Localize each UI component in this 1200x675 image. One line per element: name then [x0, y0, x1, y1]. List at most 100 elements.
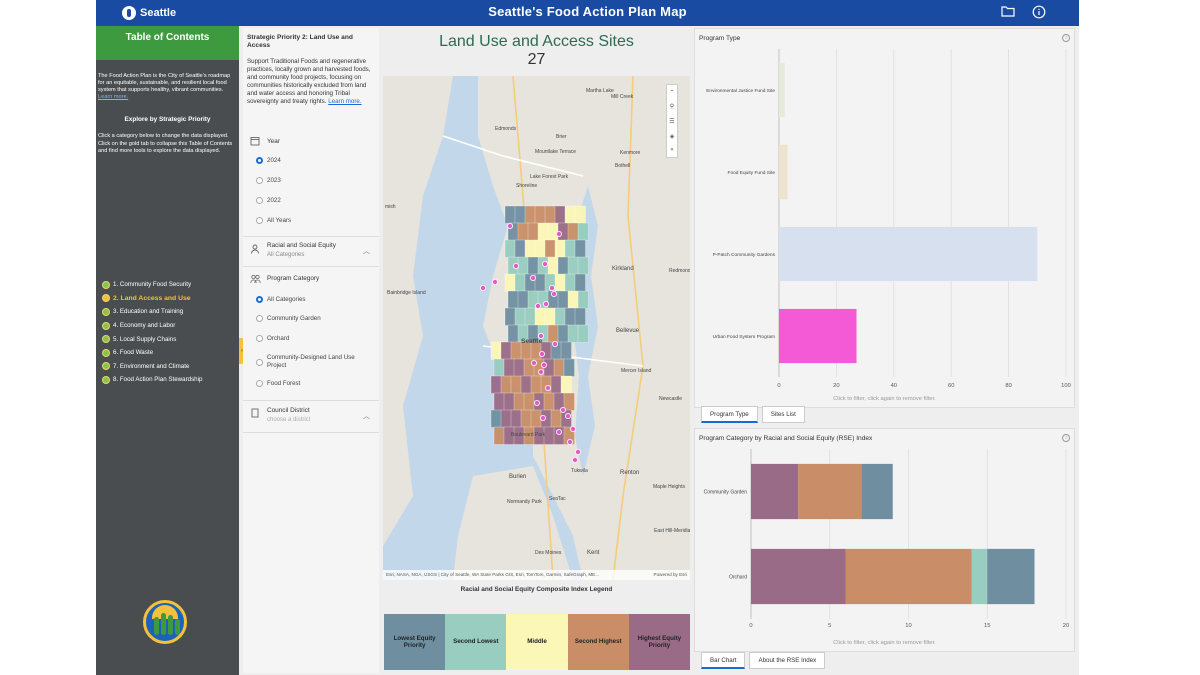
map-title: Land Use and Access Sites: [439, 33, 634, 50]
council-district-select[interactable]: choose a district: [267, 417, 311, 423]
toc-item-label: 8. Food Action Plan Stewardship: [113, 376, 203, 384]
collapse-toc-tab[interactable]: ‹: [239, 338, 245, 364]
site-marker: [574, 448, 581, 455]
program-category-option[interactable]: Community Garden: [256, 315, 321, 322]
x-tick-label: 5: [828, 623, 831, 629]
x-tick-label: 10: [905, 623, 911, 629]
toc-item-5[interactable]: 5. Local Supply Chains: [102, 332, 202, 346]
toc-title: Table of Contents: [96, 26, 239, 60]
radio-button[interactable]: [256, 315, 263, 322]
legend-item-4: Second Highest: [567, 614, 629, 670]
site-marker: [542, 300, 549, 307]
legend-item-5: Highest Equity Priority: [628, 614, 691, 670]
list-icon[interactable]: ☰: [669, 118, 675, 125]
document-icon: [250, 408, 260, 418]
rse-chart-title: Program Category by Racial and Social Eq…: [699, 435, 873, 442]
radio-button[interactable]: [256, 296, 263, 303]
site-marker: [529, 274, 536, 281]
rse-chart-tabs: Bar Chart About the RSE Index: [701, 652, 826, 669]
year-option[interactable]: 2023: [256, 177, 281, 184]
rse-stacked-chart[interactable]: 0 5 10 15 20 Community Garden Orchard: [695, 443, 1076, 639]
program-category-option[interactable]: Community-Designed Land Use Project: [256, 354, 367, 370]
place-label: Kent: [587, 550, 600, 556]
site-marker: [555, 428, 562, 435]
radio-button[interactable]: [256, 358, 263, 366]
program-category-option[interactable]: Orchard: [256, 335, 289, 342]
filter-panel: Strategic Priority 2: Land Use and Acces…: [243, 28, 379, 673]
tab-program-type[interactable]: Program Type: [701, 406, 758, 423]
toc-item-8[interactable]: 8. Food Action Plan Stewardship: [102, 373, 202, 387]
toc-item-6[interactable]: 6. Food Waste: [102, 346, 202, 360]
radio-button[interactable]: [256, 217, 263, 224]
collapse-icon[interactable]: «: [670, 147, 674, 154]
site-marker: [537, 368, 544, 375]
stack-segment: [751, 463, 799, 520]
site-marker: [571, 456, 578, 463]
place-label: Mountlake Terrace: [535, 149, 577, 155]
year-option[interactable]: All Years: [256, 217, 291, 224]
city-seal-icon: [122, 6, 136, 20]
site-marker: [569, 425, 576, 432]
site-marker: [539, 414, 546, 421]
chevron-up-icon[interactable]: ︿: [363, 413, 370, 420]
category-label: Environmental Justice Fund Site: [706, 88, 775, 94]
year-option-label: All Years: [267, 217, 292, 224]
year-option[interactable]: 2022: [256, 197, 281, 204]
map-canvas[interactable]: [383, 76, 690, 580]
toc-item-label: 5. Local Supply Chains: [113, 335, 177, 343]
x-tick-label: 40: [891, 383, 897, 389]
year-option[interactable]: 2024: [256, 157, 281, 164]
powered-by-esri[interactable]: Powered by Esri: [653, 572, 687, 577]
priority-learn-more-link[interactable]: Learn more.: [328, 98, 362, 105]
radio-button[interactable]: [256, 197, 263, 204]
tab-sites-list[interactable]: Sites List: [761, 406, 805, 423]
radio-button[interactable]: [256, 177, 263, 184]
toc-item-3[interactable]: 3. Education and Training: [102, 305, 202, 319]
mercer-island: [602, 356, 614, 396]
year-option-label: 2022: [267, 197, 281, 204]
stack-segment: [987, 548, 1035, 605]
toc-item-7[interactable]: 7. Environment and Climate: [102, 360, 202, 374]
toc-item-2[interactable]: 2. Land Access and Use: [102, 292, 202, 306]
place-label: Kenmore: [620, 150, 641, 156]
tab-about-rse-index[interactable]: About the RSE Index: [749, 652, 826, 669]
program-category-label: Program Category: [267, 275, 320, 282]
tab-bar-chart[interactable]: Bar Chart: [701, 652, 746, 669]
program-category-option[interactable]: All Categories: [256, 296, 306, 303]
search-icon[interactable]: ⚲: [669, 104, 675, 111]
toc-learn-more-link[interactable]: Learn more.: [98, 94, 129, 100]
category-label: Food Equity Fund Site: [728, 170, 776, 176]
site-marker: [551, 340, 558, 347]
layers-icon[interactable]: ◈: [669, 133, 675, 140]
radio-button[interactable]: [256, 157, 263, 164]
priority-icon: [102, 375, 110, 384]
x-tick-label: 0: [749, 623, 752, 629]
program-category-option-label: Community-Designed Land Use Project: [267, 354, 355, 369]
radio-button[interactable]: [256, 335, 263, 342]
radio-button[interactable]: [256, 380, 263, 387]
council-district-label[interactable]: Council District: [267, 407, 310, 414]
info-icon[interactable]: i: [1062, 34, 1070, 42]
toc-item-label: 2. Land Access and Use: [113, 294, 191, 302]
site-marker: [548, 284, 555, 291]
place-label: Seattle: [521, 338, 543, 345]
x-tick-label: 100: [1061, 383, 1071, 389]
site-marker: [507, 222, 514, 229]
top-bar: Seattle Seattle's Food Action Plan Map: [96, 0, 1079, 26]
rse-filter-label[interactable]: Racial and Social Equity: [267, 242, 336, 249]
info-icon[interactable]: i: [1062, 434, 1070, 442]
toc-item-label: 1. Community Food Security: [113, 281, 192, 289]
toc-item-4[interactable]: 4. Economy and Labor: [102, 319, 202, 333]
info-icon[interactable]: [1031, 5, 1047, 21]
seattle-logo[interactable]: Seattle: [122, 4, 176, 22]
toc-intro: The Food Action Plan is the City of Seat…: [98, 73, 236, 101]
priority-icon: [102, 280, 110, 289]
program-category-option[interactable]: Food Forest: [256, 380, 300, 387]
toc-item-1[interactable]: 1. Community Food Security: [102, 278, 202, 292]
chevron-up-icon[interactable]: ︿: [363, 248, 370, 255]
program-type-chart[interactable]: 0 20 40 60 80 100 Environmental Justice Fund S…: [695, 43, 1076, 393]
site-marker: [566, 438, 573, 445]
folder-icon[interactable]: [1000, 5, 1016, 21]
map-view[interactable]: Martha Lake Mill Creek Edmonds Brier Mountla…: [383, 76, 690, 580]
expand-icon[interactable]: ⌃: [669, 89, 675, 96]
